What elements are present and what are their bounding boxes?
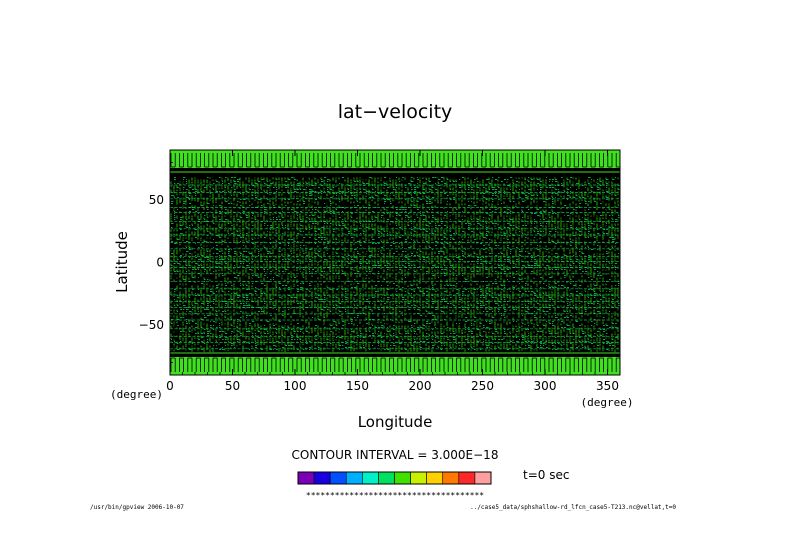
chart-title: lat−velocity <box>338 101 453 123</box>
colorbar-swatch <box>329 471 347 485</box>
colorbar-swatch <box>313 471 331 485</box>
y-axis-unit: (degree) <box>110 388 163 401</box>
contour-fragments-horizontal <box>171 177 620 350</box>
footer-right: ../case5_data/sphshallow-rd_lfcn_case5-T… <box>470 504 676 511</box>
colorbar-swatch <box>458 471 476 485</box>
contour-interval-label: CONTOUR INTERVAL = 3.000E−18 <box>292 448 499 462</box>
footer-left: /usr/bin/gpview 2006-10-07 <box>90 504 184 511</box>
y-tick-label: −50 <box>139 318 164 332</box>
colorbar-swatch <box>426 471 444 485</box>
polar-comb-caps <box>171 166 620 359</box>
colorbar-swatch <box>410 471 427 485</box>
colorbar-swatch <box>394 471 411 485</box>
x-axis-ticks: 0 50 100 150 200 250 300 350 <box>166 150 619 393</box>
y-axis-label: Latitude <box>113 231 131 293</box>
colorbar <box>297 471 492 485</box>
contour-fragments-vertical <box>170 177 619 353</box>
time-label: t=0 sec <box>523 468 569 482</box>
x-tick-label: 300 <box>534 379 557 393</box>
colorbar-swatch <box>442 471 460 485</box>
zonal-contour-bands <box>170 184 620 350</box>
y-axis-ticks: 50 0 −50 <box>139 162 620 363</box>
x-tick-label: 0 <box>166 379 174 393</box>
y-tick-label: 0 <box>156 256 164 270</box>
colorbar-swatch <box>362 471 379 485</box>
colorbar-swatch <box>345 471 363 485</box>
colorbar-swatch <box>378 471 395 485</box>
polar-comb-lines <box>170 153 617 372</box>
x-tick-label: 100 <box>284 379 307 393</box>
colorbar-frame <box>297 471 492 485</box>
colorbar-swatch <box>474 471 492 485</box>
colorbar-swatch <box>297 471 315 485</box>
colorbar-marks: ************************************* <box>306 491 484 500</box>
x-tick-label: 200 <box>409 379 432 393</box>
polar-edge-lines <box>170 171 620 354</box>
x-tick-label: 50 <box>225 379 240 393</box>
x-tick-label: 150 <box>346 379 369 393</box>
field-layer <box>170 150 620 375</box>
x-tick-label: 250 <box>471 379 494 393</box>
x-axis-unit: (degree) <box>581 396 634 409</box>
x-tick-label: 350 <box>596 379 619 393</box>
contour-field <box>170 150 620 375</box>
y-tick-label: 50 <box>149 193 164 207</box>
x-axis-label: Longitude <box>358 413 433 431</box>
